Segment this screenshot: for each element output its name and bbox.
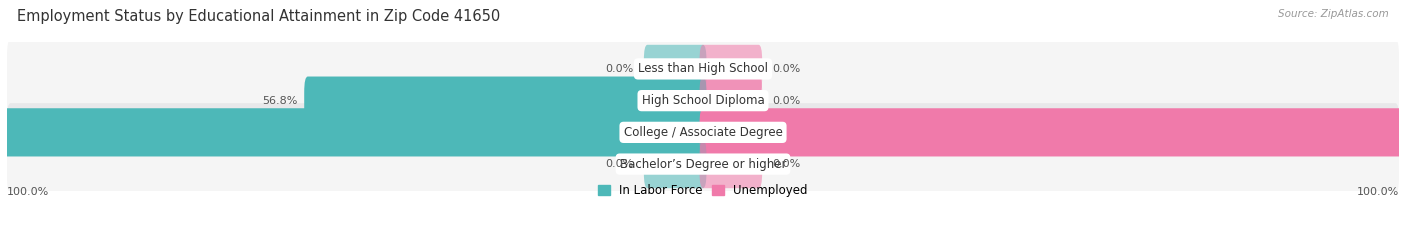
FancyBboxPatch shape — [304, 76, 706, 125]
FancyBboxPatch shape — [700, 108, 1402, 157]
FancyBboxPatch shape — [7, 135, 1399, 193]
Text: Source: ZipAtlas.com: Source: ZipAtlas.com — [1278, 9, 1389, 19]
Text: College / Associate Degree: College / Associate Degree — [624, 126, 782, 139]
Text: Less than High School: Less than High School — [638, 62, 768, 75]
FancyBboxPatch shape — [644, 140, 706, 188]
Text: High School Diploma: High School Diploma — [641, 94, 765, 107]
Text: 0.0%: 0.0% — [605, 159, 633, 169]
Text: 0.0%: 0.0% — [773, 96, 801, 106]
FancyBboxPatch shape — [700, 45, 762, 93]
FancyBboxPatch shape — [7, 40, 1399, 98]
Text: 100.0%: 100.0% — [1357, 187, 1399, 197]
FancyBboxPatch shape — [7, 103, 1399, 161]
FancyBboxPatch shape — [644, 45, 706, 93]
FancyBboxPatch shape — [7, 72, 1399, 130]
Text: Employment Status by Educational Attainment in Zip Code 41650: Employment Status by Educational Attainm… — [17, 9, 501, 24]
Text: 0.0%: 0.0% — [773, 159, 801, 169]
Text: Bachelor’s Degree or higher: Bachelor’s Degree or higher — [620, 158, 786, 171]
Text: 100.0%: 100.0% — [7, 187, 49, 197]
FancyBboxPatch shape — [700, 76, 762, 125]
FancyBboxPatch shape — [700, 140, 762, 188]
Legend: In Labor Force, Unemployed: In Labor Force, Unemployed — [598, 184, 808, 197]
Text: 56.8%: 56.8% — [262, 96, 297, 106]
Text: 0.0%: 0.0% — [773, 64, 801, 74]
FancyBboxPatch shape — [4, 108, 706, 157]
Text: 0.0%: 0.0% — [605, 64, 633, 74]
